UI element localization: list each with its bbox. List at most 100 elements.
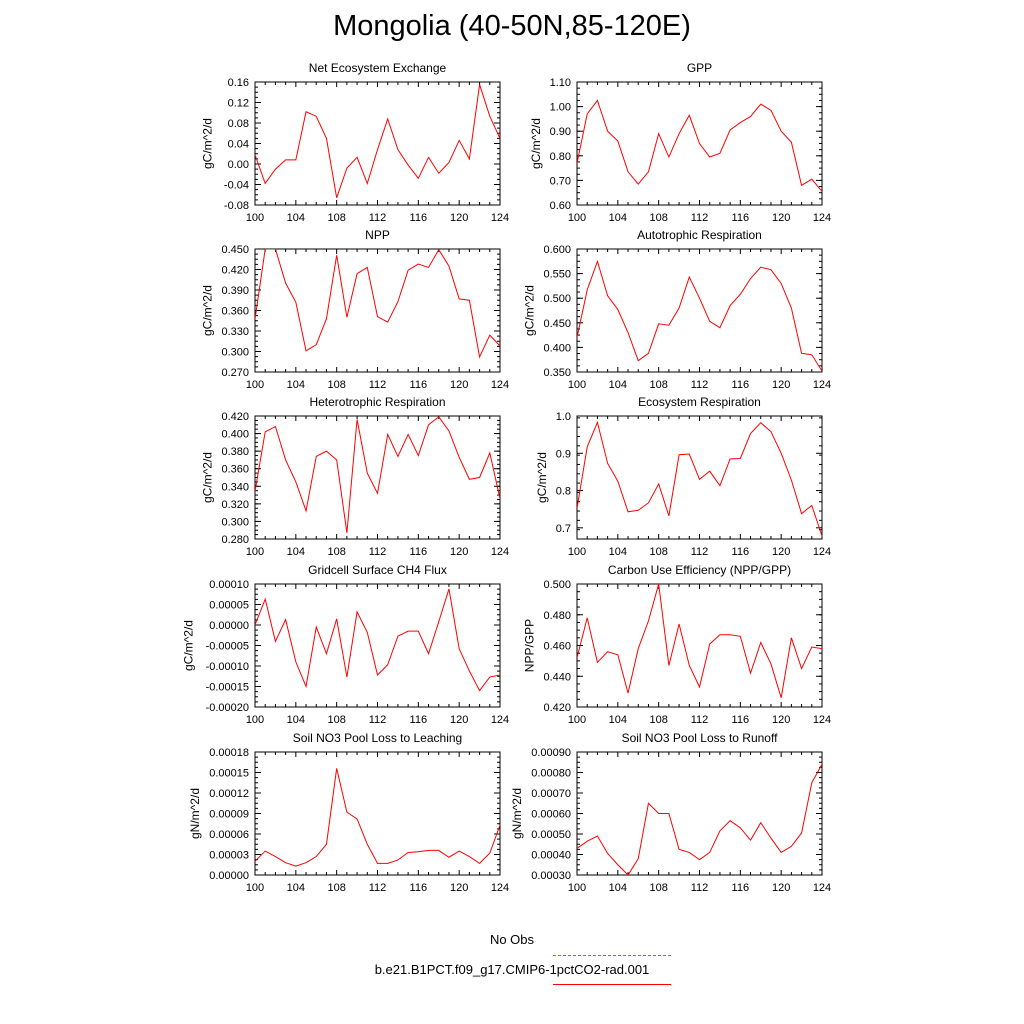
y-tick-label: 0.400	[221, 429, 249, 441]
y-tick-label: 0.00000	[209, 870, 249, 882]
y-tick-label: 0.00050	[531, 829, 571, 841]
y-tick-label: 0.00015	[209, 768, 249, 780]
y-tick-label: 0.300	[221, 516, 249, 528]
plot-frame	[254, 248, 501, 373]
y-tick-label: 0.16	[228, 77, 249, 89]
y-tick-label: 0.00003	[209, 850, 249, 862]
y-tick-label: 0.420	[543, 702, 571, 714]
x-tick-label: 100	[246, 714, 264, 726]
x-tick-label: 100	[246, 379, 264, 391]
y-axis-label: gN/m^2/d	[188, 788, 202, 839]
series-line	[255, 768, 500, 867]
x-tick-label: 116	[410, 212, 428, 224]
x-tick-label: 104	[287, 379, 305, 391]
x-tick-label: 124	[813, 379, 831, 391]
x-tick-label: 108	[327, 714, 345, 726]
x-tick-label: 108	[649, 714, 667, 726]
panel-title: Carbon Use Efficiency (NPP/GPP)	[608, 563, 791, 577]
x-tick-label: 120	[772, 379, 790, 391]
x-tick-label: 116	[732, 714, 750, 726]
panel-title: Gridcell Surface CH4 Flux	[308, 563, 447, 577]
y-tick-label: 0.420	[221, 265, 249, 277]
x-tick-label: 112	[691, 379, 709, 391]
x-tick-label: 124	[813, 546, 831, 558]
x-tick-label: 108	[327, 546, 345, 558]
page-title: Mongolia (40-50N,85-120E)	[333, 10, 691, 42]
x-tick-label: 112	[369, 882, 387, 894]
y-tick-label: 0.12	[228, 98, 249, 110]
x-tick-label: 100	[246, 212, 264, 224]
y-axis-label: gC/m^2/d	[201, 118, 215, 169]
y-tick-label: 0.360	[221, 464, 249, 476]
x-tick-label: 120	[772, 882, 790, 894]
chart-panel-3: Autotrophic Respiration 100 104 108 112 116 12…	[523, 228, 832, 391]
x-tick-label: 108	[327, 379, 345, 391]
series-line	[255, 416, 500, 533]
x-tick-label: 116	[410, 714, 428, 726]
y-axis-label: gC/m^2/d	[523, 285, 537, 336]
x-tick-label: 124	[813, 212, 831, 224]
chart-panel-4: Heterotrophic Respiration 100 104 108 112 116…	[201, 395, 510, 558]
y-tick-label: 0.450	[221, 244, 249, 256]
plot-frame	[254, 415, 501, 540]
panel-title: Soil NO3 Pool Loss to Leaching	[293, 731, 462, 745]
legend-entry-model-label: b.e21.B1PCT.f09_g17.CMIP6-1pctCO2-rad.00…	[374, 962, 650, 977]
y-axis-label: gC/m^2/d	[529, 118, 543, 169]
x-tick-label: 124	[491, 379, 509, 391]
y-tick-label: 1.00	[550, 102, 571, 114]
panel-title: Net Ecosystem Exchange	[309, 61, 447, 75]
plot-frame	[576, 751, 823, 876]
x-tick-label: 120	[772, 714, 790, 726]
x-tick-label: 116	[410, 882, 428, 894]
y-tick-label: 0.00070	[531, 788, 571, 800]
y-tick-label: 0.00030	[531, 870, 571, 882]
chart-panel-7: Carbon Use Efficiency (NPP/GPP) 100 104 108…	[523, 563, 832, 726]
x-tick-label: 120	[450, 546, 468, 558]
x-tick-label: 108	[327, 212, 345, 224]
x-tick-label: 108	[649, 212, 667, 224]
panel-title: Soil NO3 Pool Loss to Runoff	[622, 731, 779, 745]
y-tick-label: 0.00012	[209, 788, 249, 800]
x-tick-label: 124	[491, 714, 509, 726]
y-tick-label: 0.00080	[531, 768, 571, 780]
series-line	[255, 249, 500, 359]
x-tick-label: 100	[246, 882, 264, 894]
legend-entry-obs-line	[553, 955, 671, 956]
y-tick-label: 0.550	[543, 269, 571, 281]
x-tick-label: 104	[287, 714, 305, 726]
y-tick-label: 0.00006	[209, 829, 249, 841]
y-axis-label: NPP/GPP	[523, 619, 537, 672]
plot-frame	[576, 415, 823, 540]
y-tick-label: -0.00020	[206, 702, 249, 714]
x-tick-label: 116	[410, 379, 428, 391]
y-tick-label: 0.70	[550, 175, 571, 187]
y-tick-label: 0.300	[221, 347, 249, 359]
y-tick-label: 0.460	[543, 641, 571, 653]
x-tick-label: 116	[732, 379, 750, 391]
y-tick-label: 0.00010	[209, 579, 249, 591]
chart-panel-2: NPP 100 104 108 112 116 120 124 0.270 0.300 0.330 0…	[201, 228, 510, 391]
y-tick-label: 0.500	[543, 579, 571, 591]
chart-panel-5: Ecosystem Respiration 100 104 108 112 116 120 1…	[535, 395, 831, 558]
y-tick-label: 0.340	[221, 481, 249, 493]
y-axis-label: gN/m^2/d	[510, 788, 524, 839]
x-tick-label: 104	[287, 882, 305, 894]
series-line	[577, 764, 822, 875]
x-tick-label: 120	[450, 714, 468, 726]
x-tick-label: 112	[691, 212, 709, 224]
y-tick-label: 0.00018	[209, 747, 249, 759]
x-tick-label: 124	[813, 714, 831, 726]
y-tick-label: 0.04	[228, 139, 249, 151]
y-tick-label: 0.400	[543, 342, 571, 354]
x-tick-label: 100	[568, 546, 586, 558]
series-line	[577, 259, 822, 372]
x-tick-label: 124	[491, 212, 509, 224]
plot-frame	[254, 81, 501, 206]
y-tick-label: 0.500	[543, 293, 571, 305]
x-tick-label: 100	[568, 379, 586, 391]
y-tick-label: 0.90	[550, 126, 571, 138]
x-tick-label: 120	[450, 379, 468, 391]
x-tick-label: 120	[772, 212, 790, 224]
chart-panel-8: Soil NO3 Pool Loss to Leaching 100 104 108 1…	[188, 731, 509, 894]
